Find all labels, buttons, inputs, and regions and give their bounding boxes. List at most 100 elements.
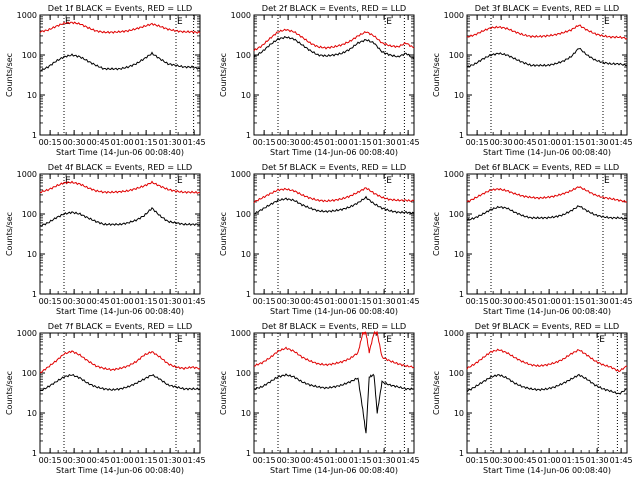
series-line-events xyxy=(40,375,200,391)
x-tick-label: 00:45 xyxy=(514,297,537,306)
panel-title: Det 8f BLACK = Events, RED = LLD xyxy=(262,321,406,331)
detector-panel-3: Det 3f BLACK = Events, RED = LLD 1 10 100 10… xyxy=(432,3,633,157)
y-tick-label: 100 xyxy=(449,51,464,60)
y-tick-label: 1000 xyxy=(231,11,251,20)
event-marker-label: E xyxy=(177,176,183,186)
x-tick-label: 01:45 xyxy=(183,138,206,147)
detector-panel-1: Det 1f BLACK = Events, RED = LLD 1 10 100 10… xyxy=(5,3,206,157)
detector-panel-7: Det 7f BLACK = Events, RED = LLD 1 10 100 10… xyxy=(5,321,206,475)
x-tick-label: 01:00 xyxy=(538,456,561,465)
y-tick-label: 10 xyxy=(241,91,251,100)
x-tick-label: 00:15 xyxy=(466,138,489,147)
x-tick-label: 00:15 xyxy=(253,138,276,147)
y-tick-label: 100 xyxy=(449,369,464,378)
x-tick-label: 00:30 xyxy=(490,456,513,465)
x-tick-label: 01:45 xyxy=(610,456,633,465)
y-axis-label: Counts/sec xyxy=(219,371,228,415)
event-marker-label: E xyxy=(386,335,392,345)
x-tick-label: 01:45 xyxy=(610,297,633,306)
detector-panel-9: Det 9f BLACK = Events, RED = LLD 1 10 100 10… xyxy=(432,321,633,475)
x-tick-label: 00:15 xyxy=(253,297,276,306)
event-marker-label: E xyxy=(386,176,392,186)
y-tick-label: 1 xyxy=(459,449,464,458)
detector-panel-5: Det 5f BLACK = Events, RED = LLD 1 10 100 10… xyxy=(219,162,420,316)
x-tick-label: 00:45 xyxy=(514,138,537,147)
x-tick-label: 01:45 xyxy=(397,456,420,465)
y-tick-label: 10 xyxy=(454,250,464,259)
x-tick-label: 01:15 xyxy=(562,456,585,465)
x-tick-label: 01:00 xyxy=(538,138,561,147)
y-tick-label: 1000 xyxy=(231,329,251,338)
y-tick-label: 1000 xyxy=(444,11,464,20)
x-tick-label: 01:15 xyxy=(562,138,585,147)
y-tick-label: 100 xyxy=(22,51,37,60)
x-tick-label: 01:30 xyxy=(586,456,609,465)
y-tick-label: 1000 xyxy=(444,329,464,338)
y-tick-label: 100 xyxy=(22,369,37,378)
y-axis-label: Counts/sec xyxy=(219,212,228,256)
y-tick-label: 10 xyxy=(27,91,37,100)
y-tick-label: 10 xyxy=(27,250,37,259)
x-axis-label: Start Time (14-Jun-06 00:08:40) xyxy=(483,148,611,157)
y-tick-label: 100 xyxy=(449,210,464,219)
y-tick-label: 1 xyxy=(459,131,464,140)
x-tick-label: 00:45 xyxy=(87,138,110,147)
y-tick-label: 100 xyxy=(236,51,251,60)
x-tick-label: 01:30 xyxy=(586,138,609,147)
x-axis-label: Start Time (14-Jun-06 00:08:40) xyxy=(270,466,398,475)
series-line-events xyxy=(254,374,414,433)
y-axis-label: Counts/sec xyxy=(432,212,441,256)
detector-panel-6: Det 6f BLACK = Events, RED = LLD 1 10 100 10… xyxy=(432,162,633,316)
y-tick-label: 1 xyxy=(246,449,251,458)
x-tick-label: 01:15 xyxy=(135,138,158,147)
event-marker-label: E xyxy=(65,176,71,186)
panel-title: Det 6f BLACK = Events, RED = LLD xyxy=(475,162,619,172)
x-tick-label: 00:30 xyxy=(63,297,86,306)
y-axis-label: Counts/sec xyxy=(219,53,228,97)
x-tick-label: 01:15 xyxy=(349,456,372,465)
event-marker-label: E xyxy=(386,17,392,27)
y-tick-label: 1 xyxy=(246,131,251,140)
x-tick-label: 01:45 xyxy=(183,297,206,306)
x-tick-label: 01:30 xyxy=(159,138,182,147)
x-tick-label: 00:45 xyxy=(301,138,324,147)
x-tick-label: 00:30 xyxy=(277,138,300,147)
x-tick-label: 00:45 xyxy=(514,456,537,465)
x-tick-label: 01:30 xyxy=(373,138,396,147)
x-axis-label: Start Time (14-Jun-06 00:08:40) xyxy=(483,466,611,475)
x-tick-label: 01:00 xyxy=(111,297,134,306)
x-tick-label: 00:45 xyxy=(87,456,110,465)
y-tick-label: 1000 xyxy=(17,329,37,338)
x-tick-label: 00:15 xyxy=(253,456,276,465)
x-axis-label: Start Time (14-Jun-06 00:08:40) xyxy=(483,307,611,316)
x-axis-label: Start Time (14-Jun-06 00:08:40) xyxy=(270,307,398,316)
y-tick-label: 10 xyxy=(241,409,251,418)
x-tick-label: 00:15 xyxy=(39,297,62,306)
panel-title: Det 4f BLACK = Events, RED = LLD xyxy=(48,162,192,172)
x-tick-label: 01:00 xyxy=(325,138,348,147)
panel-title: Det 9f BLACK = Events, RED = LLD xyxy=(475,321,619,331)
y-tick-label: 10 xyxy=(27,409,37,418)
y-tick-label: 1 xyxy=(32,131,37,140)
x-tick-label: 01:30 xyxy=(373,297,396,306)
y-tick-label: 1 xyxy=(246,290,251,299)
x-tick-label: 01:00 xyxy=(111,456,134,465)
x-tick-label: 00:45 xyxy=(301,456,324,465)
x-tick-label: 01:45 xyxy=(610,138,633,147)
x-tick-label: 01:45 xyxy=(183,456,206,465)
x-tick-label: 00:15 xyxy=(39,456,62,465)
x-tick-label: 01:45 xyxy=(397,138,420,147)
x-tick-label: 01:15 xyxy=(135,297,158,306)
y-axis-label: Counts/sec xyxy=(5,53,14,97)
x-tick-label: 00:45 xyxy=(301,297,324,306)
panel-title: Det 1f BLACK = Events, RED = LLD xyxy=(48,3,192,13)
y-tick-label: 1000 xyxy=(444,170,464,179)
series-line-lld xyxy=(254,29,414,51)
x-tick-label: 01:15 xyxy=(135,456,158,465)
panel-title: Det 5f BLACK = Events, RED = LLD xyxy=(262,162,406,172)
event-marker-label: E xyxy=(177,17,183,27)
x-tick-label: 00:30 xyxy=(63,138,86,147)
x-tick-label: 00:45 xyxy=(87,297,110,306)
y-axis-label: Counts/sec xyxy=(432,53,441,97)
